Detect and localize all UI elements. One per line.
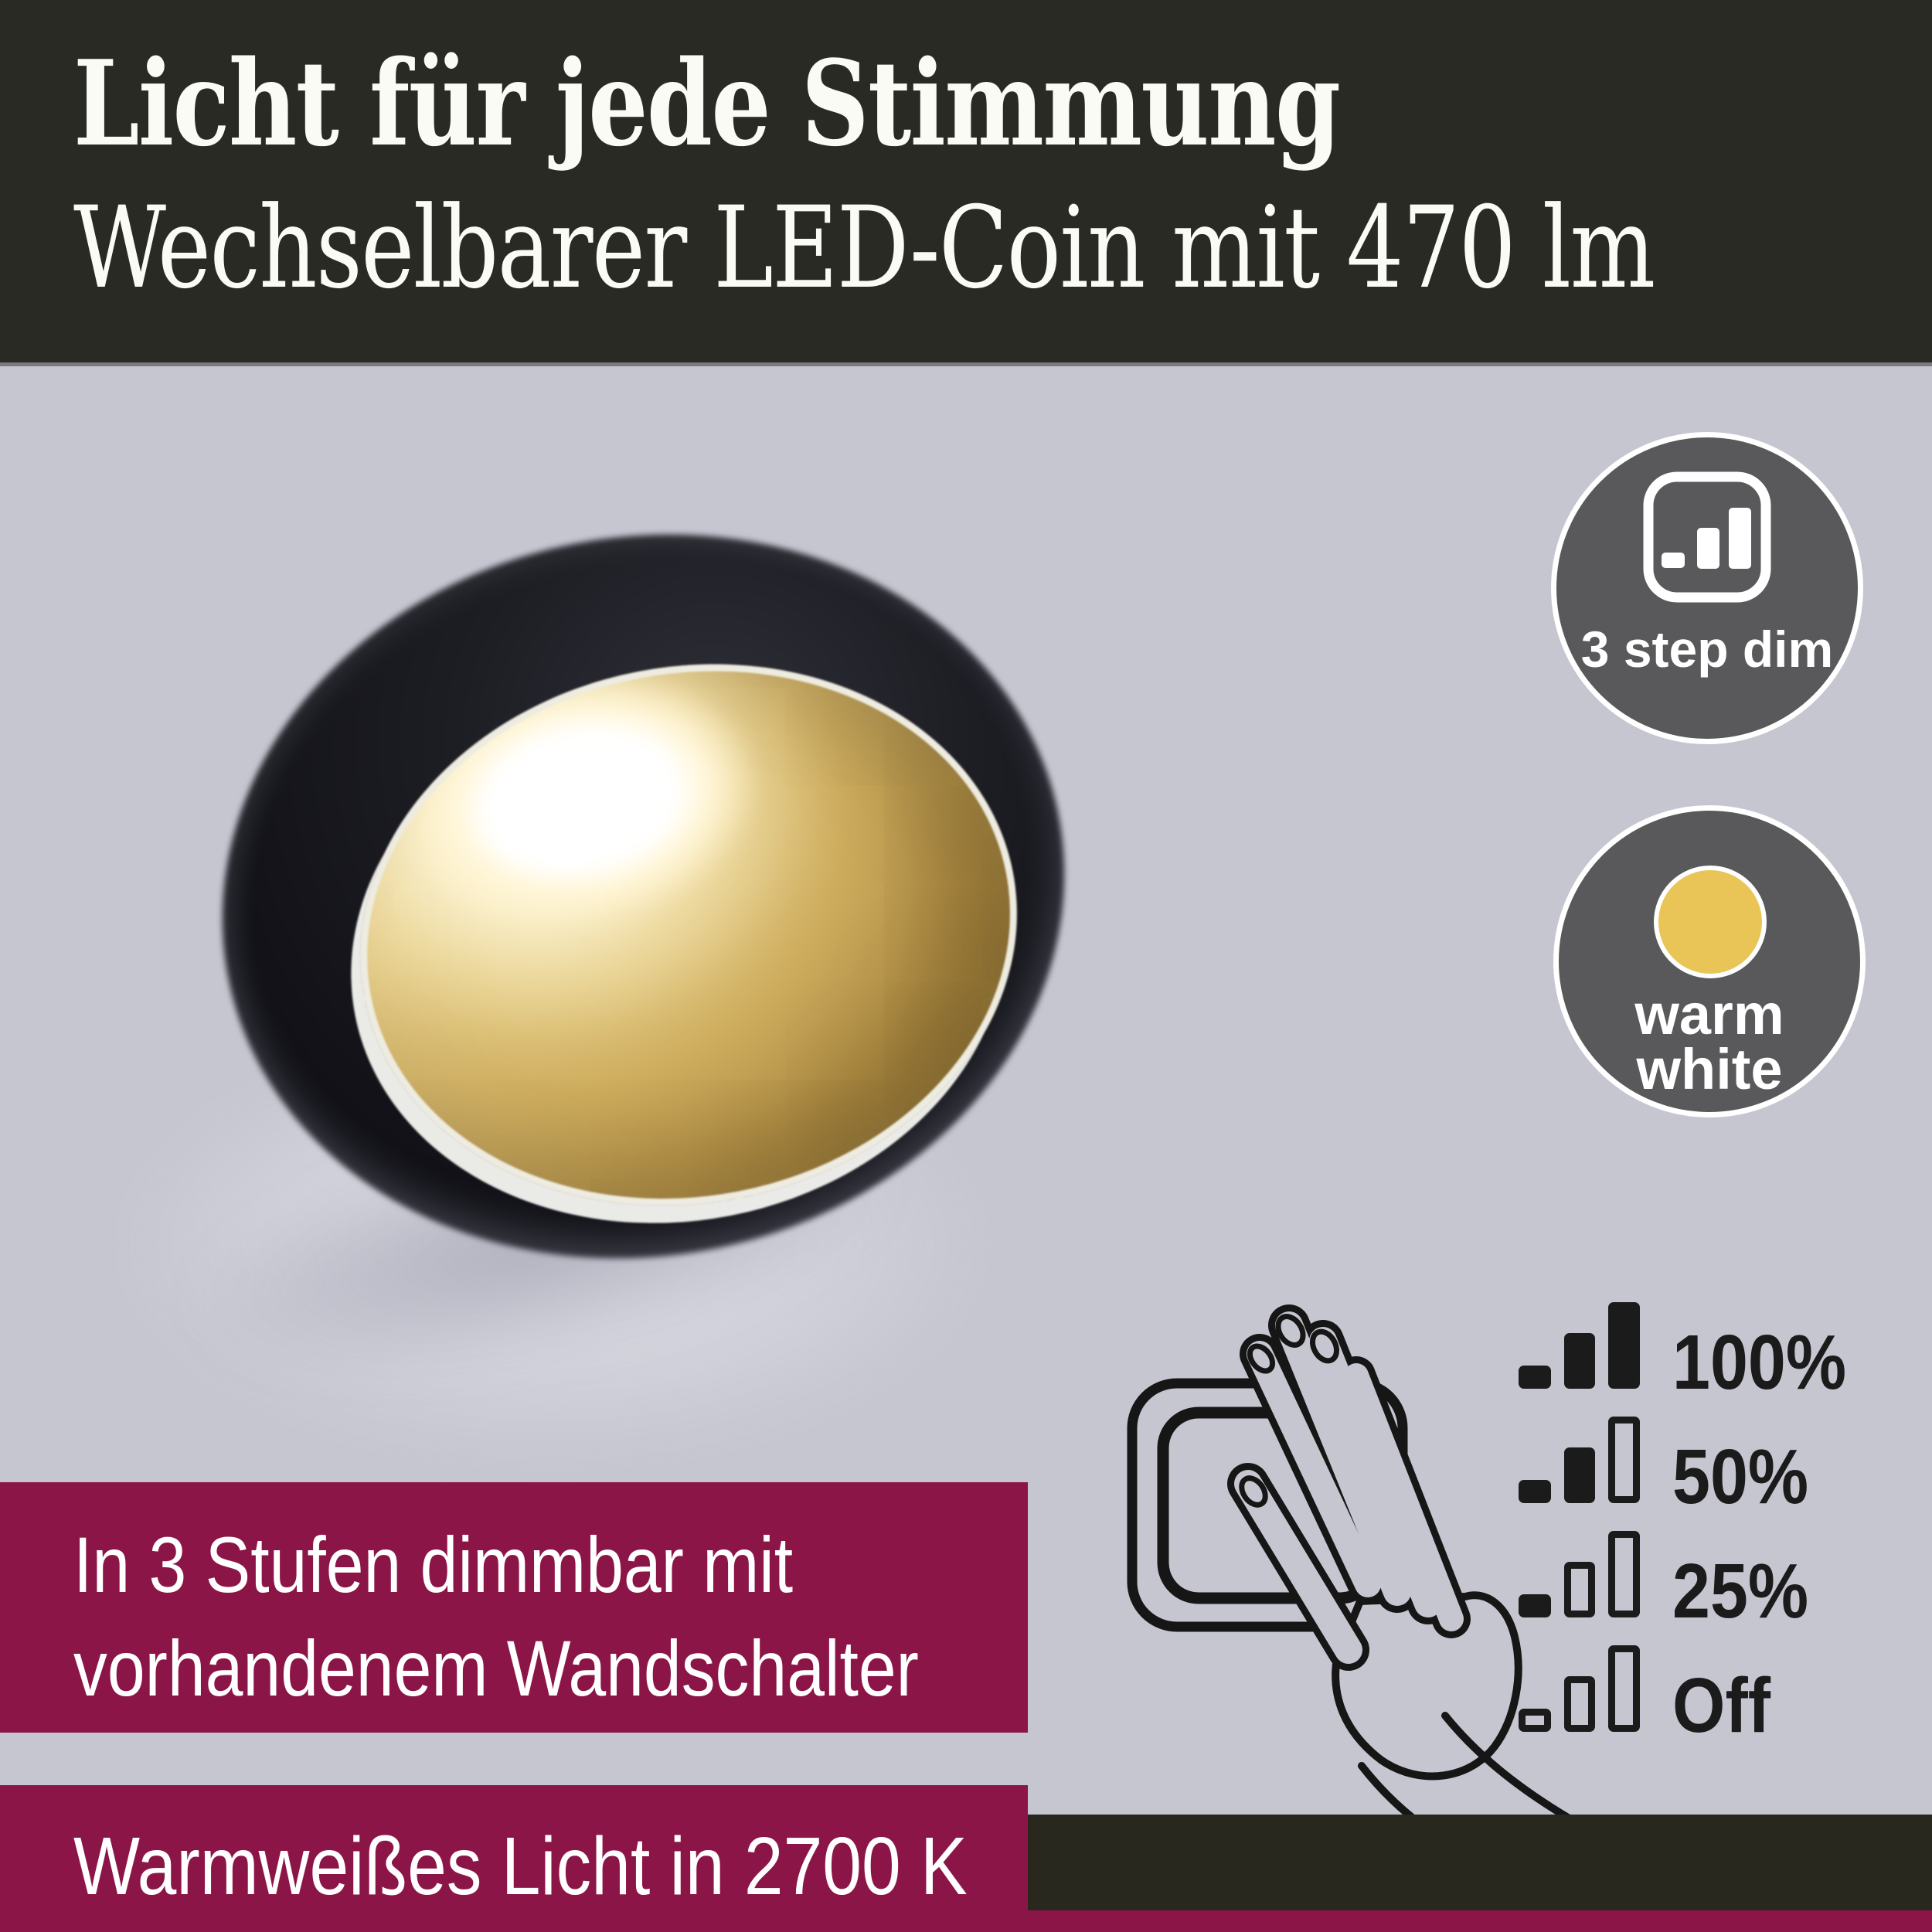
page-title: Licht für jede Stimmung (73, 34, 1341, 172)
warm-line-1: warm (1634, 982, 1784, 1046)
hand-switch-illustration (1127, 1304, 1596, 1896)
3-step-dim-bars-icon (1643, 471, 1771, 603)
dim-bar-filled (1564, 1333, 1595, 1389)
header-band: Licht für jede Stimmung Wechselbarer LED… (0, 0, 1932, 366)
dim-level-row-100: 100% (1519, 1288, 1870, 1401)
dim-bar-filled (1519, 1594, 1551, 1617)
dim-level-label: 25% (1672, 1548, 1809, 1634)
bottom-berry-strip (1028, 1910, 1932, 1932)
dim-bars-icon (1519, 1417, 1640, 1503)
dim-bar-outline (1519, 1709, 1551, 1732)
hand-thumb (1227, 1463, 1369, 1671)
dim-bars-icon (1519, 1531, 1640, 1617)
dim-bars-icon (1519, 1302, 1640, 1389)
badge-3-step-dim: 3 step dim (1551, 432, 1863, 744)
bottom-right-dark-block (1028, 1815, 1932, 1910)
dim-level-row-off: Off (1519, 1631, 1784, 1744)
feature-line: Warmweißes Licht in 2700 K (73, 1821, 968, 1912)
page-subtitle: Wechselbarer LED-Coin mit 470 lm (73, 182, 1655, 314)
feature-line: vorhandenem Wandschalter (73, 1624, 919, 1713)
badge-warm-white: warm white (1553, 805, 1866, 1117)
dim-level-row-25: 25% (1519, 1517, 1827, 1630)
dim-bar-filled (1608, 1302, 1640, 1389)
feature-box-warm-white-text: Warmweißes Licht in 2700 K (73, 1824, 968, 1909)
feature-box-warm-white: Warmweißes Licht in 2700 K (0, 1785, 1028, 1932)
dim-bar-outline (1608, 1417, 1640, 1503)
badge-3-step-dim-label: 3 step dim (1580, 621, 1834, 678)
dim-bar-filled (1519, 1480, 1551, 1503)
dim-level-row-50: 50% (1519, 1403, 1827, 1515)
dim-bars-icon (1519, 1645, 1640, 1732)
hand-fingers (1240, 1304, 1471, 1638)
dim-bar-outline (1564, 1562, 1595, 1617)
warm-line-2: white (1636, 1037, 1783, 1101)
dim-level-label: Off (1672, 1662, 1771, 1749)
dim-bar-outline (1608, 1645, 1640, 1732)
warm-white-dot-icon (1654, 866, 1767, 978)
badge-warm-white-label: warm white (1559, 982, 1860, 1101)
feature-line: In 3 Stufen dimmbar mit (73, 1521, 794, 1609)
hand-palm (1332, 1591, 1522, 1781)
feature-box-dimming: In 3 Stufen dimmbar mit vorhandenem Wand… (0, 1482, 1028, 1733)
dim-level-label: 50% (1672, 1434, 1809, 1520)
dim-bar-filled (1519, 1366, 1551, 1389)
dim-bar-filled (1564, 1447, 1595, 1503)
dim-bar-outline (1564, 1676, 1595, 1732)
fingernails (1239, 1314, 1340, 1508)
dim-bar-outline (1608, 1531, 1640, 1617)
feature-box-dimming-text: In 3 Stufen dimmbar mit vorhandenem Wand… (73, 1513, 919, 1720)
dim-level-label: 100% (1672, 1319, 1847, 1406)
